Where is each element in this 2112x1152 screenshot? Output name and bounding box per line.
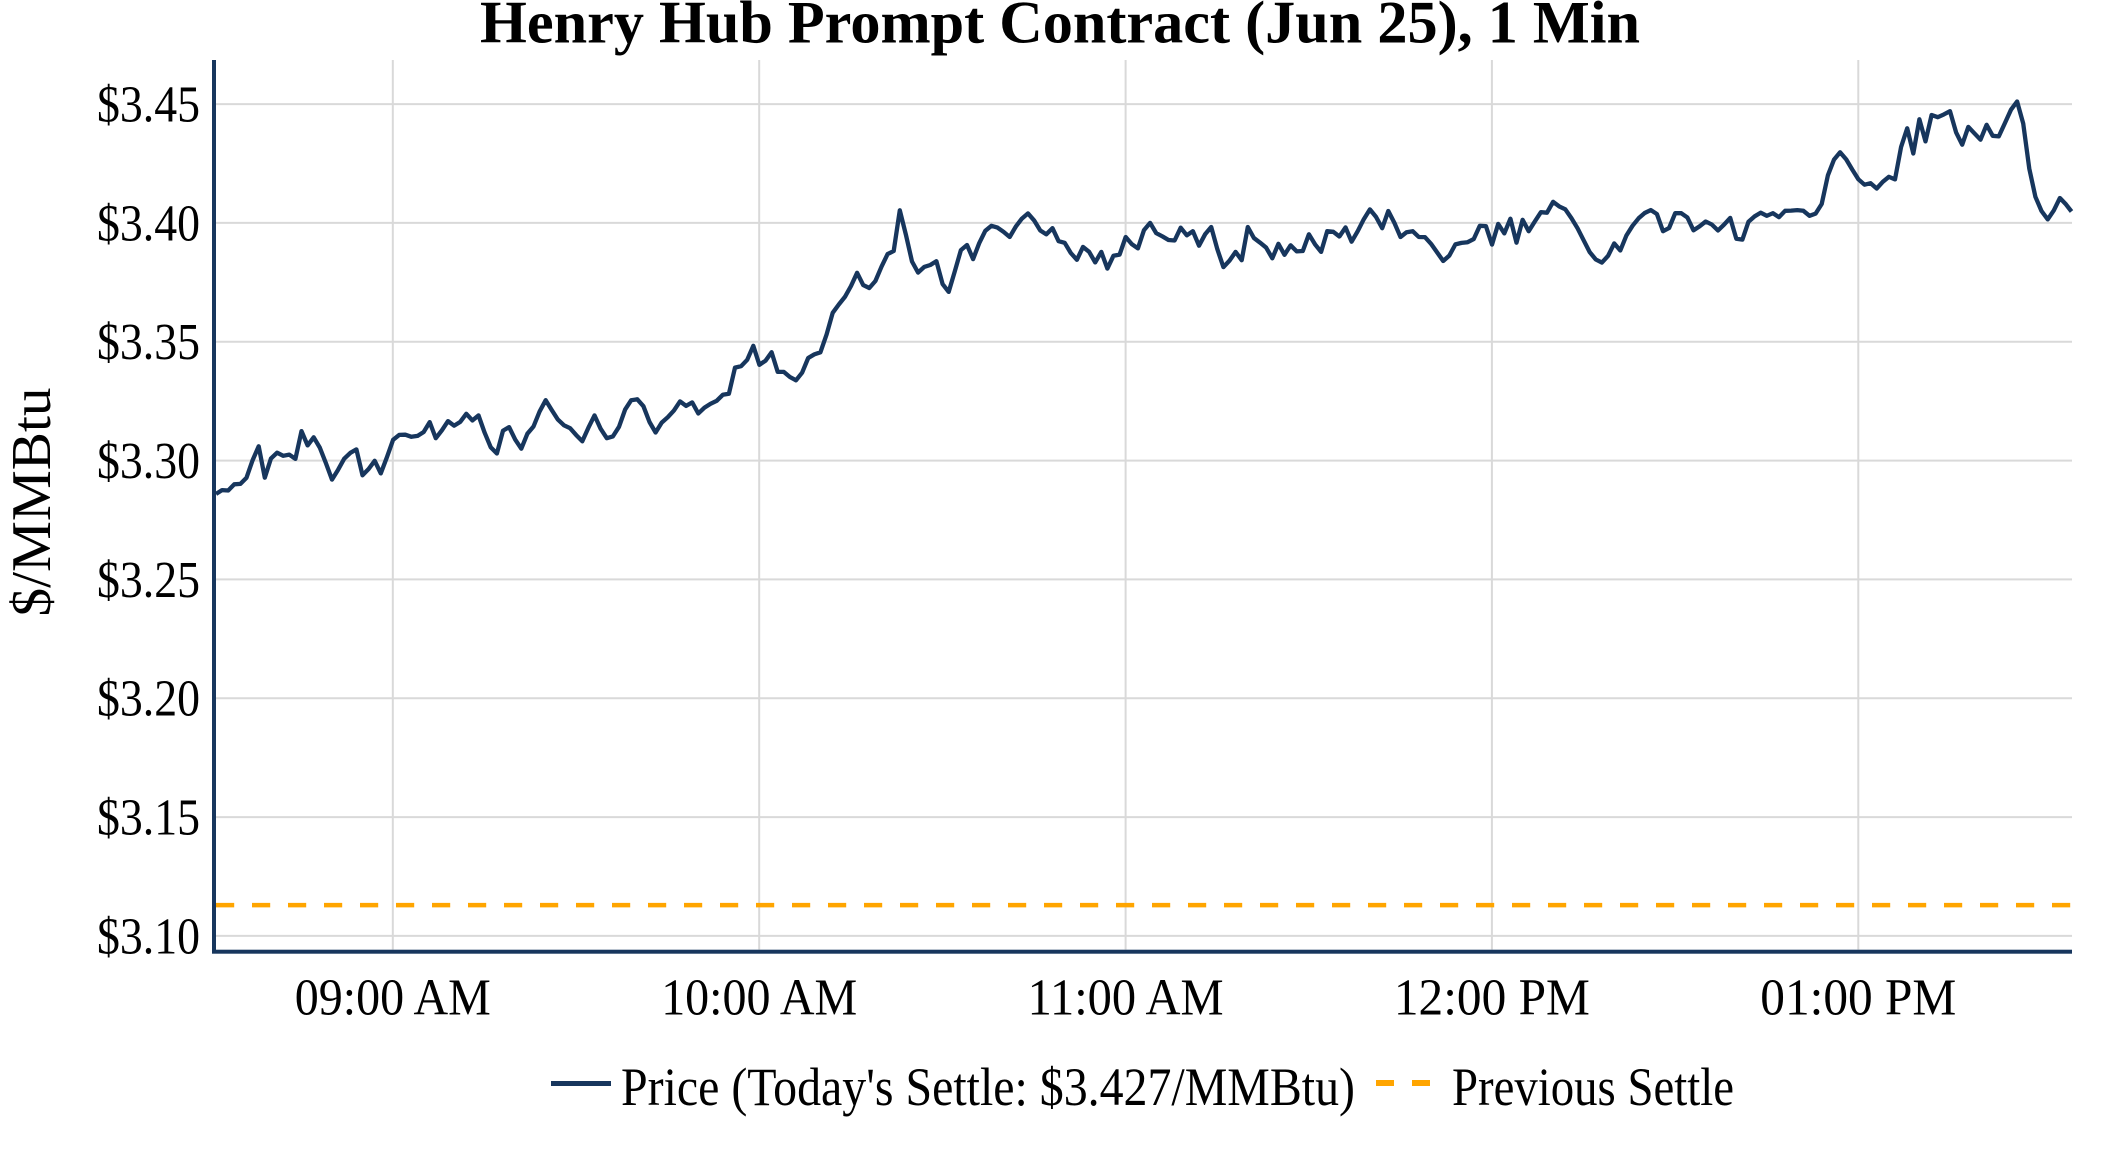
svg-text:10:00 AM: 10:00 AM — [661, 970, 857, 1027]
svg-text:Previous Settle: Previous Settle — [1452, 1057, 1734, 1117]
svg-text:01:00 PM: 01:00 PM — [1760, 970, 1956, 1027]
svg-text:11:00 AM: 11:00 AM — [1028, 970, 1224, 1027]
svg-text:$3.20: $3.20 — [97, 671, 200, 728]
svg-text:Henry Hub Prompt Contract (Jun: Henry Hub Prompt Contract (Jun 25), 1 Mi… — [480, 0, 1640, 56]
svg-text:$3.45: $3.45 — [97, 77, 200, 134]
svg-text:$3.10: $3.10 — [97, 908, 200, 965]
svg-text:$3.40: $3.40 — [97, 195, 200, 252]
svg-text:09:00 AM: 09:00 AM — [295, 970, 491, 1027]
svg-text:$3.25: $3.25 — [97, 552, 200, 609]
svg-text:$3.15: $3.15 — [97, 790, 200, 847]
svg-text:Price (Today's Settle: $3.427/: Price (Today's Settle: $3.427/MMBtu) — [621, 1057, 1355, 1117]
svg-text:$3.35: $3.35 — [97, 314, 200, 371]
svg-text:$/MMBtu: $/MMBtu — [1, 388, 63, 617]
svg-text:12:00 PM: 12:00 PM — [1394, 970, 1590, 1027]
svg-text:$3.30: $3.30 — [97, 433, 200, 490]
